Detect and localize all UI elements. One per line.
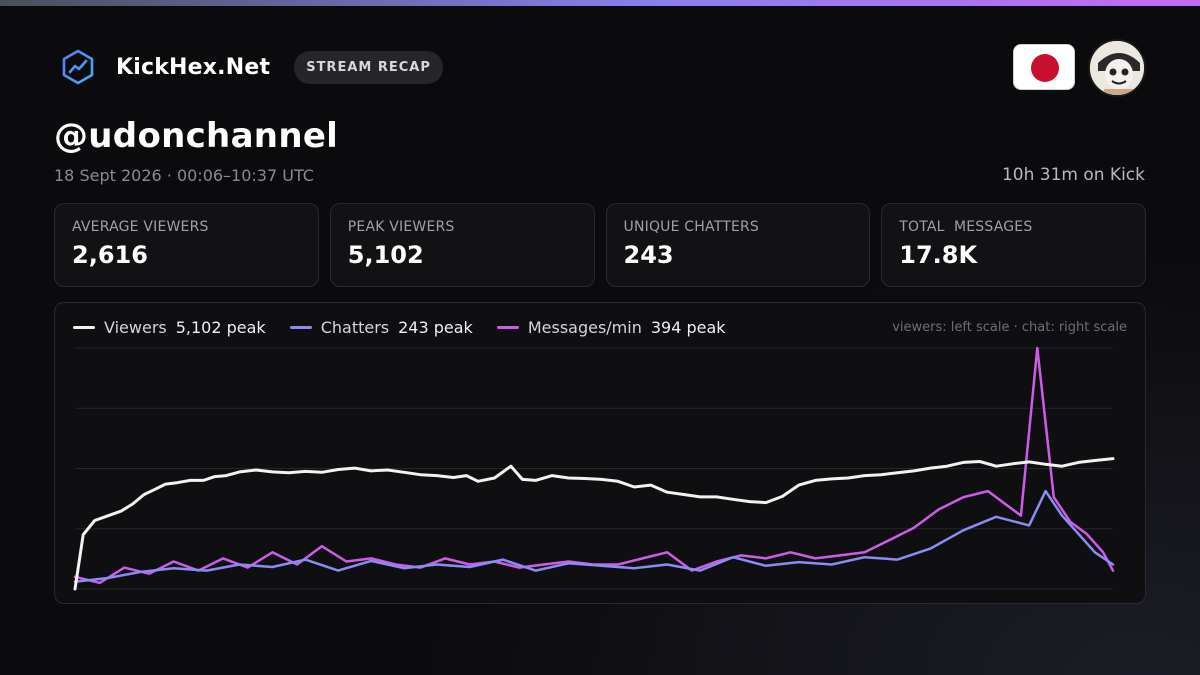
- series-line-chatters: [73, 489, 1115, 583]
- stats-cards: AVERAGE VIEWERS 2,616 PEAK VIEWERS 5,102…: [54, 203, 1146, 287]
- stream-date-time: 18 Sept 2026 · 00:06–10:37 UTC: [54, 166, 314, 185]
- stat-value: 5,102: [347, 241, 424, 269]
- stream-recap-badge: STREAM RECAP: [294, 50, 443, 84]
- brand-name: KickHex.Net: [116, 54, 271, 80]
- stat-label: UNIQUE CHATTERS: [623, 219, 760, 235]
- stat-label: TOTAL MESSAGES: [899, 219, 1033, 235]
- legend-name: Viewers: [104, 317, 167, 337]
- legend-peak: 243 peak: [398, 317, 473, 337]
- stat-card-total-messages: TOTAL MESSAGES 17.8K: [881, 203, 1146, 287]
- stat-card-average-viewers: AVERAGE VIEWERS 2,616: [54, 203, 319, 287]
- series-line-viewers: [73, 457, 1115, 591]
- channel-name: @udonchannel: [54, 116, 339, 156]
- legend-swatch: [289, 325, 312, 329]
- top-gradient-bar: [0, 0, 1200, 6]
- stat-label: PEAK VIEWERS: [347, 219, 455, 235]
- legend-name: Messages/min: [527, 317, 642, 337]
- stat-card-peak-viewers: PEAK VIEWERS 5,102: [329, 203, 595, 287]
- scale-note: viewers: left scale · chat: right scale: [892, 320, 1127, 335]
- legend-item-chatters: Chatters 243 peak: [289, 317, 473, 337]
- brand-header: KickHex.Net STREAM RECAP: [60, 48, 443, 86]
- legend-item-messages: Messages/min 394 peak: [496, 317, 726, 337]
- trend-hexagon-icon: [62, 49, 94, 85]
- stat-value: 2,616: [72, 241, 148, 269]
- stream-duration: 10h 31m on Kick: [1001, 165, 1145, 185]
- stream-line-chart: [73, 346, 1115, 591]
- stat-value: 17.8K: [899, 241, 978, 269]
- legend-swatch: [496, 325, 519, 329]
- stat-card-unique-chatters: UNIQUE CHATTERS 243: [605, 203, 871, 287]
- legend-name: Chatters: [320, 317, 390, 337]
- legend-peak: 394 peak: [650, 317, 726, 337]
- channel-avatar[interactable]: [1088, 39, 1146, 97]
- legend-peak: 5,102 peak: [175, 317, 266, 337]
- legend-item-viewers: Viewers 5,102 peak: [73, 318, 266, 337]
- stat-label: AVERAGE VIEWERS: [72, 219, 209, 235]
- stream-chart-panel: Viewers 5,102 peak Chatters 243 peak Mes…: [54, 302, 1146, 604]
- chart-legend: Viewers 5,102 peak Chatters 243 peak Mes…: [73, 317, 750, 337]
- series-line-messages-min: [73, 346, 1115, 585]
- legend-swatch: [73, 325, 95, 329]
- japan-flag-icon: [1013, 44, 1075, 90]
- stat-value: 243: [623, 241, 674, 269]
